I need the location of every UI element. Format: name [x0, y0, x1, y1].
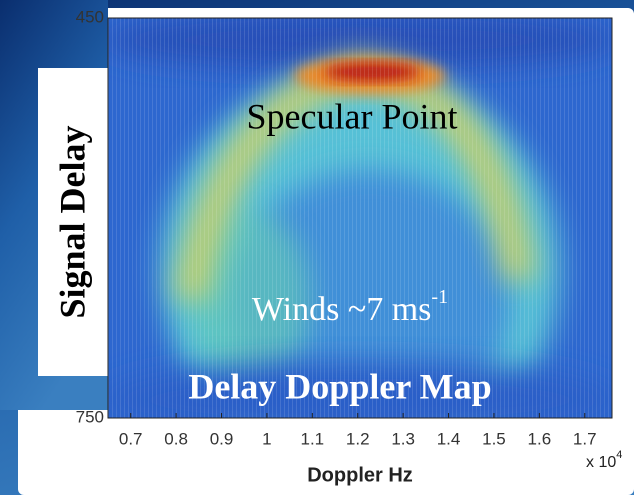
x-tick-label: 1.6: [528, 429, 552, 448]
x-scale-exponent: 4: [616, 449, 622, 461]
x-tick-label: 1.4: [437, 429, 461, 448]
x-tick-label: 1.2: [346, 429, 370, 448]
x-tick-label: 0.7: [119, 429, 143, 448]
y-axis-label: Signal Delay: [52, 125, 92, 318]
x-scale-text: x 10: [586, 454, 616, 471]
winds-exponent: -1: [431, 286, 448, 308]
y-tick-label: 750: [76, 407, 104, 426]
y-tick-label: 450: [76, 7, 104, 26]
x-tick-label: 1.7: [573, 429, 597, 448]
x-tick-label: 0.8: [164, 429, 188, 448]
page: Specular Point Winds ~7 ms-1 Delay Doppl…: [0, 0, 634, 495]
winds-label: Winds ~7 ms-1: [252, 286, 448, 328]
x-tick-label: 1.1: [301, 429, 325, 448]
winds-text: Winds ~7 ms: [252, 291, 431, 328]
x-axis-label: Doppler Hz: [307, 464, 413, 486]
x-tick-label: 1.5: [482, 429, 506, 448]
x-tick-label: 0.9: [210, 429, 234, 448]
x-tick-label: 1.3: [391, 429, 415, 448]
chart: Specular Point Winds ~7 ms-1 Delay Doppl…: [0, 0, 634, 495]
x-tick-label: 1: [262, 429, 271, 448]
annotation: Specular Point: [247, 96, 458, 136]
chart-title: Delay Doppler Map: [188, 366, 491, 406]
